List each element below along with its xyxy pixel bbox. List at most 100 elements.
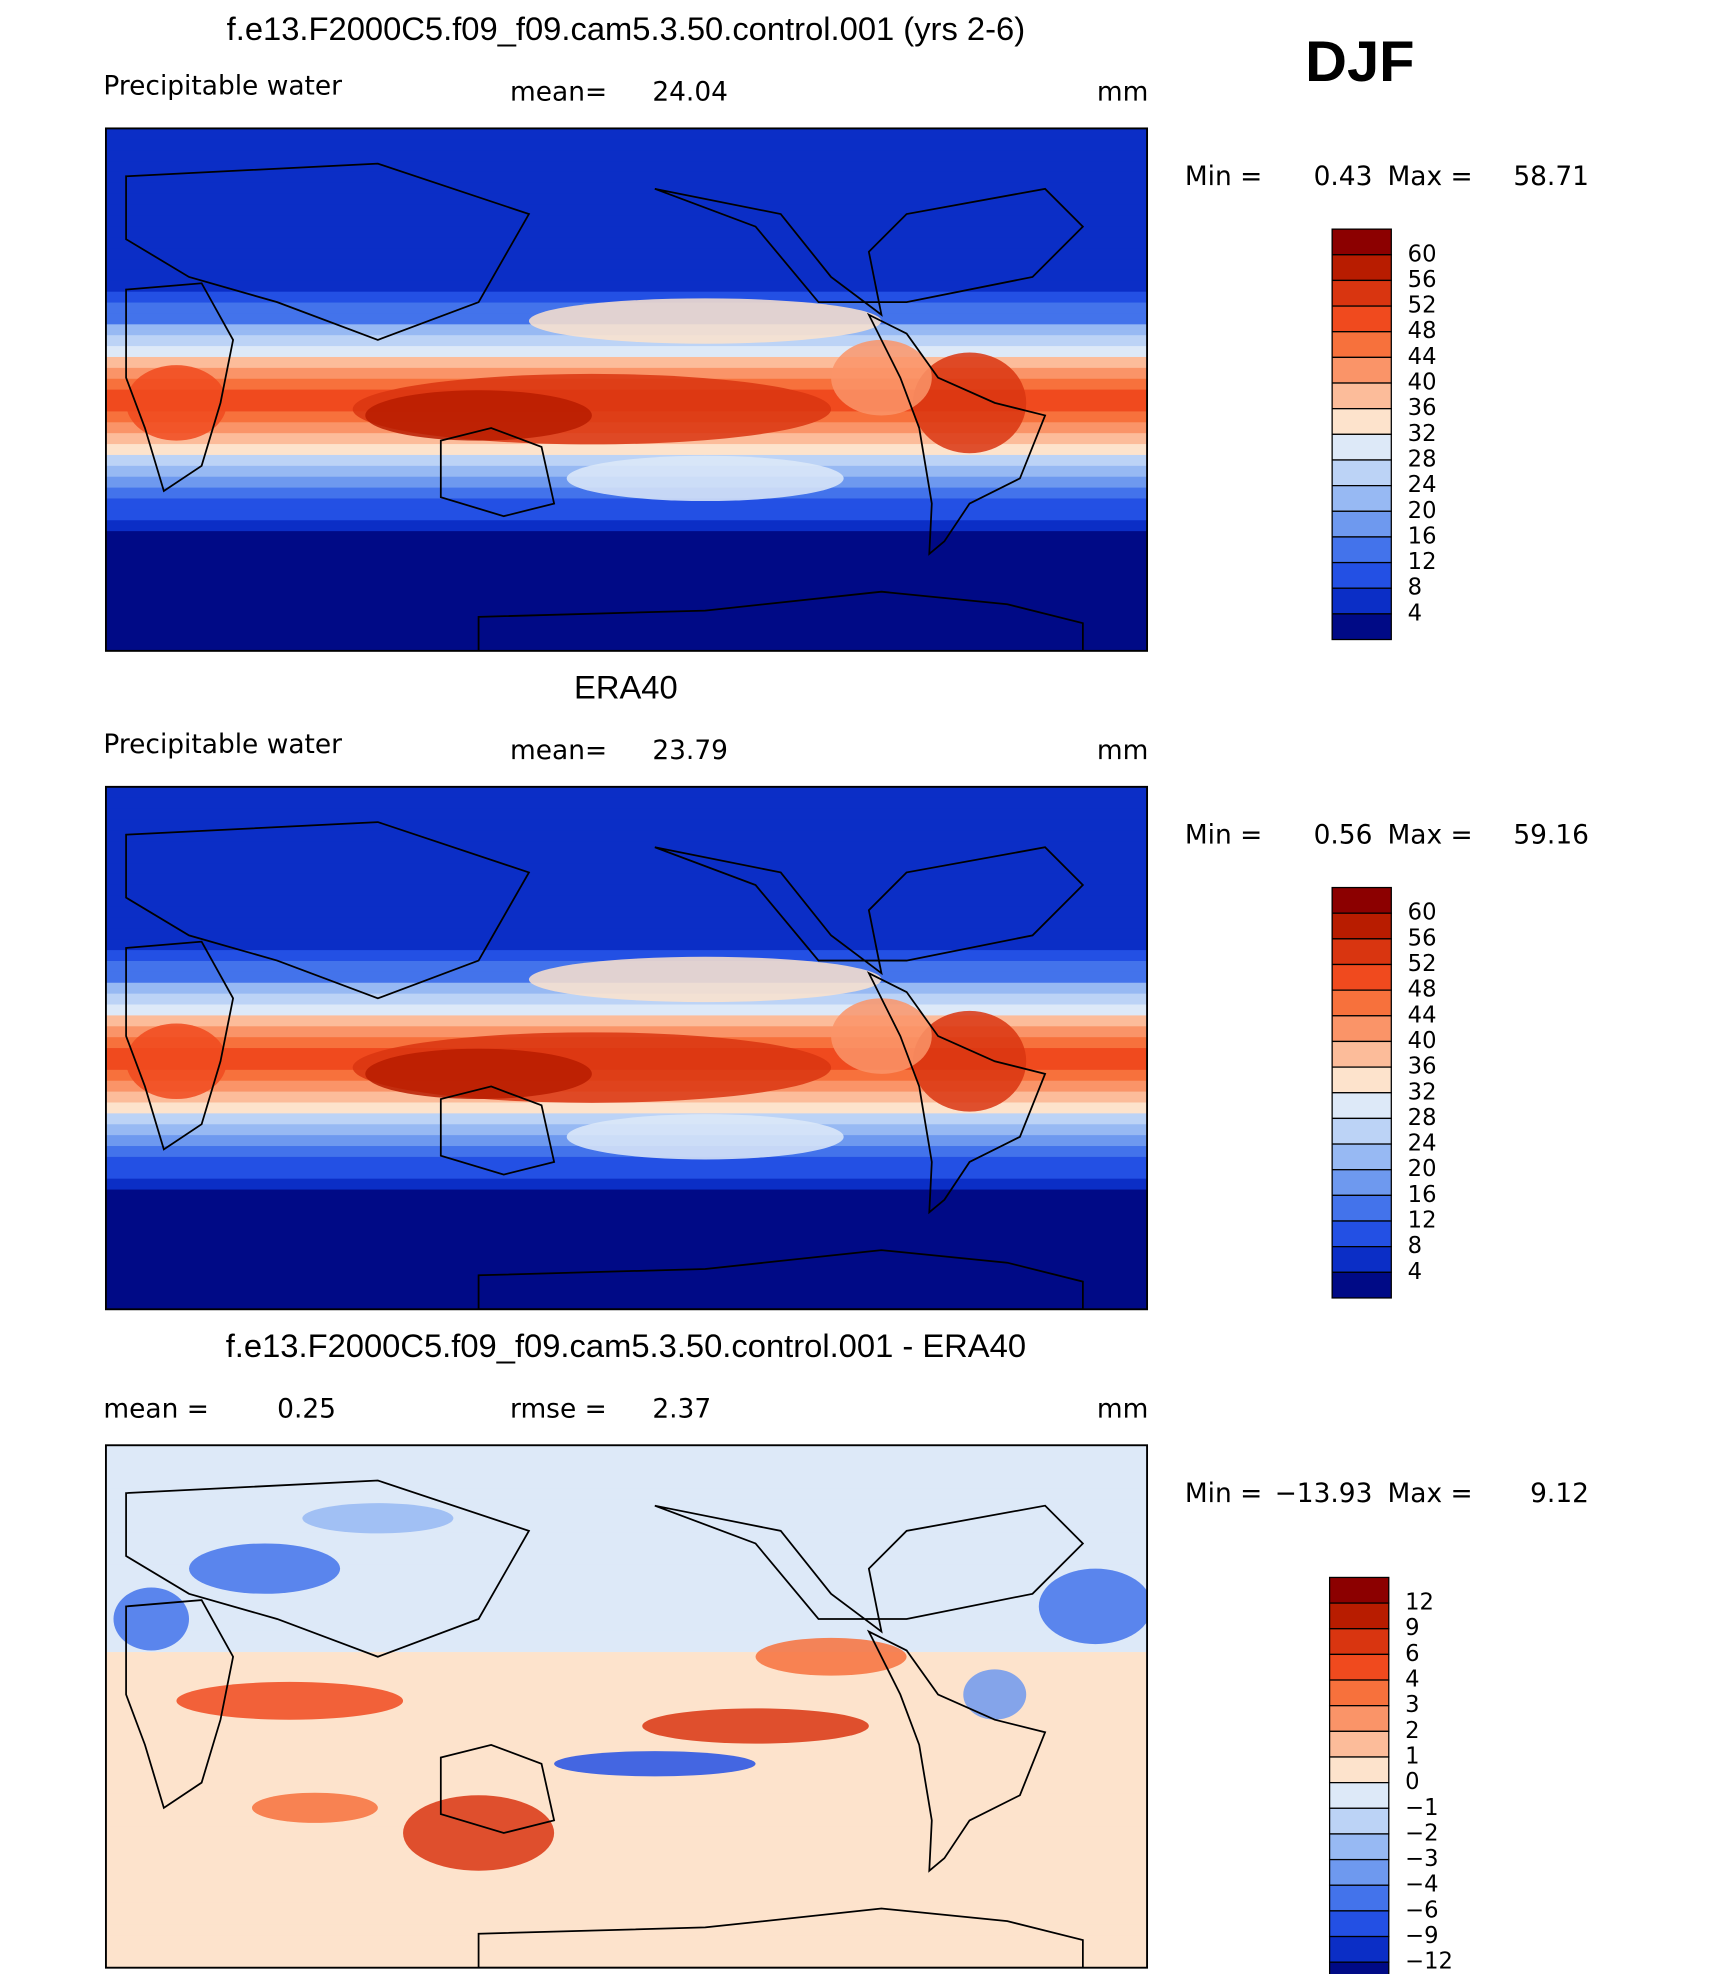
field-band bbox=[105, 444, 1148, 456]
field-blob bbox=[365, 1048, 592, 1100]
stat-label: mean= bbox=[510, 77, 607, 108]
colorbar-box bbox=[1328, 1961, 1390, 1974]
colorbar-box bbox=[1328, 1833, 1390, 1861]
field-band bbox=[105, 906, 1148, 919]
colorbar-label: 8 bbox=[1408, 575, 1422, 601]
field-band bbox=[105, 1167, 1148, 1180]
map-field bbox=[105, 128, 1148, 651]
colorbar-box bbox=[1331, 561, 1392, 589]
stat-label: mean = bbox=[103, 1394, 208, 1425]
panel-title: f.e13.F2000C5.f09_f09.cam5.3.50.control.… bbox=[226, 1327, 1026, 1364]
field-band bbox=[105, 531, 1148, 543]
colorbar-box bbox=[1331, 485, 1392, 512]
colorbar-box bbox=[1331, 279, 1392, 307]
field-band bbox=[105, 1902, 1148, 1914]
map-field bbox=[105, 1445, 1148, 1968]
field-band bbox=[105, 830, 1148, 842]
colorbar-box bbox=[1331, 1143, 1392, 1171]
field-blob bbox=[189, 1543, 341, 1594]
field-band bbox=[105, 552, 1148, 565]
field-band bbox=[105, 1564, 1148, 1577]
field-band bbox=[105, 1200, 1148, 1212]
map-frame bbox=[104, 1444, 1149, 1969]
colorbar-label: 36 bbox=[1408, 1054, 1437, 1080]
coastline bbox=[866, 1629, 1047, 1873]
field-band bbox=[105, 237, 1148, 249]
field-band bbox=[105, 182, 1148, 195]
field-band bbox=[105, 1467, 1148, 1479]
coastline bbox=[654, 846, 1085, 976]
colorbar-box bbox=[1331, 963, 1392, 991]
max-label: Max = bbox=[1388, 1478, 1473, 1509]
field-band bbox=[105, 259, 1148, 271]
field-band bbox=[105, 1102, 1148, 1114]
field-band bbox=[105, 128, 1148, 140]
panel-title: f.e13.F2000C5.f09_f09.cam5.3.50.control.… bbox=[227, 10, 1025, 47]
max-value: 58.71 bbox=[1513, 161, 1589, 192]
field-band bbox=[105, 819, 1148, 831]
field-band bbox=[105, 1673, 1148, 1686]
field-band bbox=[105, 1652, 1148, 1664]
field-band bbox=[105, 1575, 1148, 1588]
field-band bbox=[105, 1956, 1148, 1968]
colorbar-label: 28 bbox=[1408, 446, 1437, 472]
field-band bbox=[105, 269, 1148, 282]
field-blob bbox=[528, 956, 882, 1003]
field-band bbox=[105, 215, 1148, 228]
field-blob bbox=[113, 1587, 190, 1651]
field-band bbox=[105, 1706, 1148, 1718]
colorbar-box bbox=[1331, 408, 1392, 435]
min-label: Min = bbox=[1185, 161, 1262, 192]
field-band bbox=[105, 291, 1148, 304]
field-blob bbox=[963, 1669, 1027, 1720]
colorbar-box bbox=[1328, 1602, 1390, 1630]
field-band bbox=[105, 1456, 1148, 1468]
field-band bbox=[105, 193, 1148, 206]
field-blob bbox=[176, 1681, 404, 1720]
coastline bbox=[477, 590, 1084, 651]
colorbar-box bbox=[1331, 938, 1392, 966]
field-band bbox=[105, 1608, 1148, 1621]
stat-label: rmse = bbox=[510, 1394, 607, 1425]
colorbar-box bbox=[1328, 1653, 1390, 1681]
field-blob bbox=[251, 1792, 378, 1823]
field-band bbox=[105, 280, 1148, 293]
colorbar-box bbox=[1331, 331, 1392, 359]
field-band bbox=[105, 852, 1148, 864]
map-frame bbox=[104, 785, 1149, 1311]
colorbar-label: 56 bbox=[1408, 267, 1437, 293]
field-blob bbox=[831, 339, 932, 416]
colorbar-label: 44 bbox=[1408, 1002, 1437, 1028]
field-band bbox=[105, 1445, 1148, 1457]
colorbar-box bbox=[1328, 1628, 1390, 1656]
field-band bbox=[105, 563, 1148, 576]
colorbar-label: −12 bbox=[1405, 1949, 1453, 1974]
colorbar-box bbox=[1331, 1015, 1392, 1043]
field-band bbox=[105, 1521, 1148, 1533]
colorbar-label: 44 bbox=[1408, 344, 1437, 370]
colorbar-box bbox=[1331, 1169, 1392, 1196]
colorbar-label: 32 bbox=[1408, 1079, 1437, 1105]
colorbar-label: 52 bbox=[1408, 293, 1437, 319]
map-frame bbox=[104, 127, 1149, 652]
colorbar-label: 2 bbox=[1405, 1718, 1419, 1744]
field-band bbox=[105, 1739, 1148, 1751]
field-band bbox=[105, 1880, 1148, 1893]
colorbar-label: 48 bbox=[1408, 318, 1437, 344]
colorbar-box bbox=[1331, 228, 1392, 256]
field-band bbox=[105, 873, 1148, 886]
field-blob bbox=[912, 352, 1027, 454]
colorbar-box bbox=[1331, 1271, 1392, 1299]
coastline bbox=[654, 187, 1085, 317]
field-blob bbox=[1038, 1568, 1148, 1645]
field-band bbox=[105, 1597, 1148, 1610]
min-label: Min = bbox=[1185, 819, 1262, 850]
colorbar-box bbox=[1328, 1910, 1390, 1938]
field-band bbox=[105, 1630, 1148, 1642]
colorbar-box bbox=[1331, 886, 1392, 914]
coastline bbox=[866, 971, 1047, 1215]
field-band bbox=[105, 1826, 1148, 1838]
field-band bbox=[105, 1717, 1148, 1729]
field-blob bbox=[642, 1708, 869, 1744]
